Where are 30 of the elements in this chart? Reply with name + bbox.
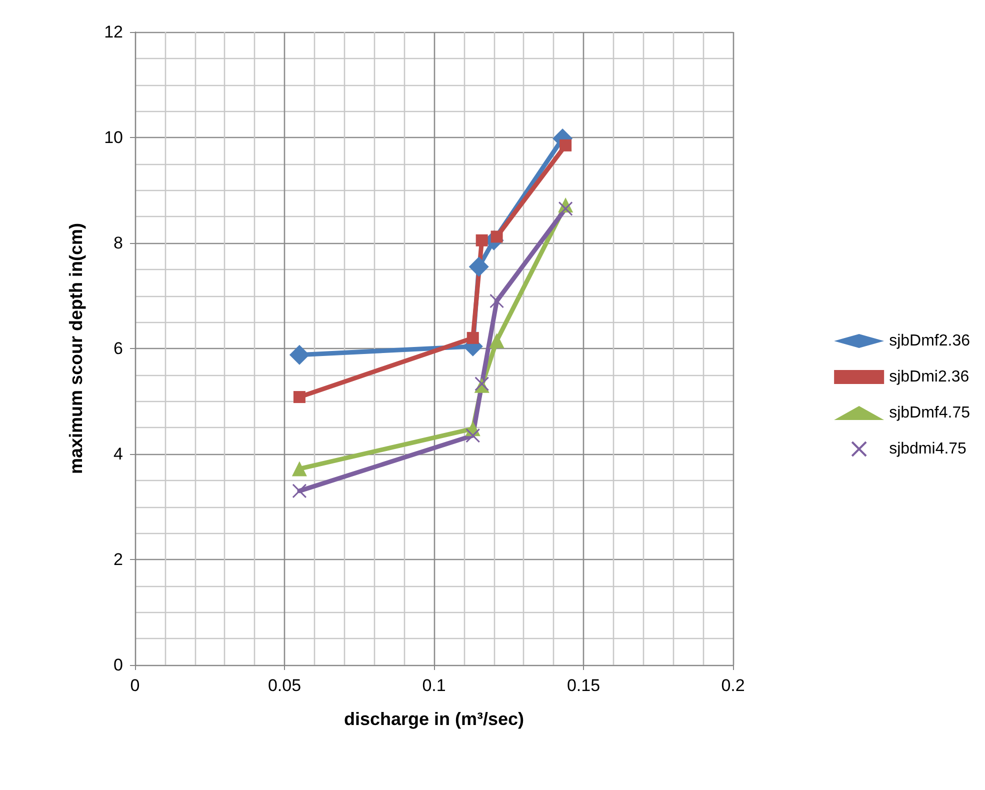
point (468, 256, 489, 277)
y-tick-label: 12 (104, 22, 123, 42)
point (292, 461, 307, 476)
point (466, 332, 479, 344)
x-tick-label: 0.05 (268, 676, 302, 695)
point (289, 344, 310, 365)
legend-label: sjbDmi2.36 (889, 368, 970, 386)
legend-label: sjbDmf4.75 (889, 404, 970, 422)
y-tick-label: 10 (104, 128, 123, 147)
y-tick-label: 4 (114, 444, 123, 464)
y-tick-label: 8 (114, 234, 123, 252)
y-tick-label: 6 (114, 339, 123, 358)
point (292, 484, 307, 498)
x-axis-title: discharge in (m³/sec) (344, 709, 524, 729)
y-tick-label: 2 (114, 550, 123, 569)
point (466, 428, 480, 443)
x-tick-label: 0 (130, 676, 140, 695)
point (560, 139, 572, 152)
x-tick-label: 0.2 (721, 676, 745, 695)
point (490, 294, 504, 308)
point (293, 391, 306, 404)
legend-label: sjbdmi4.75 (889, 440, 967, 458)
point (476, 234, 488, 246)
x-tick-label: 0.1 (422, 676, 446, 695)
y-axis-title: maximum scour depth in(cm) (66, 222, 86, 474)
y-tick-label: 0 (114, 656, 123, 674)
point (489, 333, 504, 348)
legend-label: sjbDmf2.36 (889, 332, 970, 350)
x-tick-label: 0.15 (566, 676, 600, 695)
point (558, 201, 573, 216)
